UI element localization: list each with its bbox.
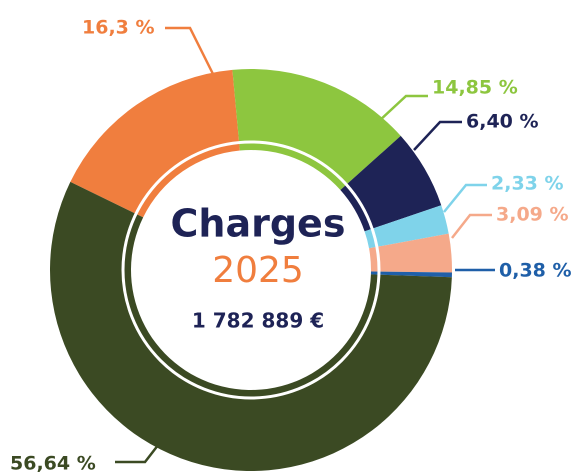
- total: 1 782 889 €: [192, 309, 324, 333]
- value-label: 2,33 %: [491, 173, 564, 195]
- leader-line: [165, 26, 216, 77]
- slice: [364, 205, 449, 249]
- slice: [369, 233, 452, 273]
- leader-line: [115, 439, 163, 464]
- value-label: 56,64 %: [10, 453, 96, 474]
- value-label: 14,85 %: [432, 77, 518, 99]
- leader-line: [443, 183, 487, 213]
- value-label: 16,3 %: [82, 17, 155, 39]
- value-label: 0,38 %: [499, 260, 572, 282]
- leader-lines: [115, 26, 495, 464]
- leader-line: [451, 213, 492, 239]
- value-label: 3,09 %: [496, 204, 569, 226]
- slice: [70, 69, 240, 218]
- chart-title: Charges: [171, 202, 346, 246]
- slice: [49, 181, 452, 472]
- chart-subtitle: 2025: [212, 250, 304, 291]
- donut: [49, 69, 452, 472]
- leader-line: [413, 120, 462, 151]
- slice: [340, 135, 442, 232]
- value-label: 6,40 %: [466, 111, 539, 133]
- inner-ring: [121, 140, 381, 400]
- slice: [370, 271, 452, 278]
- slice: [232, 69, 401, 190]
- leader-line: [377, 94, 428, 123]
